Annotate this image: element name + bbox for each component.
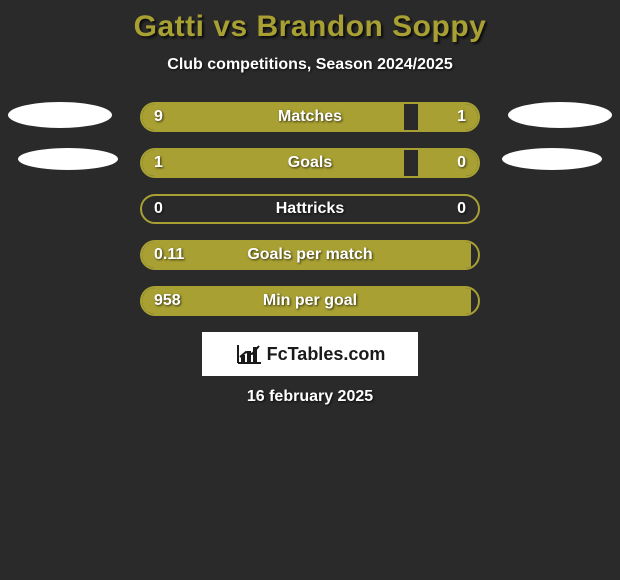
stat-value-left: 1 [154,150,163,176]
comparison-infographic: Gatti vs Brandon Soppy Club competitions… [0,0,620,406]
logo: FcTables.com [235,343,386,365]
stat-value-right: 1 [457,104,466,130]
stat-bar: 91Matches [140,102,480,132]
stat-row: 10Goals [0,148,620,178]
stat-row: 0 0Hattricks [0,194,620,224]
stat-row: 958Min per goal [0,286,620,316]
date-text: 16 february 2025 [0,388,620,406]
stat-value-left: 958 [154,288,181,314]
stat-row: 0.11Goals per match [0,240,620,270]
stat-bar: 0.11Goals per match [140,240,480,270]
bar-fill-right [418,104,478,130]
bar-fill-left [142,150,404,176]
stat-bar: 10Goals [140,148,480,178]
page-subtitle: Club competitions, Season 2024/2025 [0,56,620,74]
bar-fill-left [142,242,471,268]
logo-chart-icon [235,343,263,365]
stat-row: 91Matches [0,102,620,132]
stat-value-left: 0 [154,196,163,222]
stat-bar: 0 0Hattricks [140,194,480,224]
stat-value-right: 0 [457,150,466,176]
bar-fill-left [142,288,471,314]
stat-bar: 958Min per goal [140,286,480,316]
stats-rows: 91Matches10Goals00Hattricks0.11Goals per… [0,102,620,316]
logo-box: FcTables.com [202,332,418,376]
stat-value-right: 0 [457,196,466,222]
bar-fill-left [142,104,404,130]
page-title: Gatti vs Brandon Soppy [0,10,620,44]
stat-value-left: 0.11 [154,242,184,268]
stats-area: 91Matches10Goals00Hattricks0.11Goals per… [0,102,620,316]
stat-value-left: 9 [154,104,163,130]
logo-text: FcTables.com [267,344,386,365]
bar-fill-right [418,150,478,176]
stat-label: Hattricks [142,196,478,222]
